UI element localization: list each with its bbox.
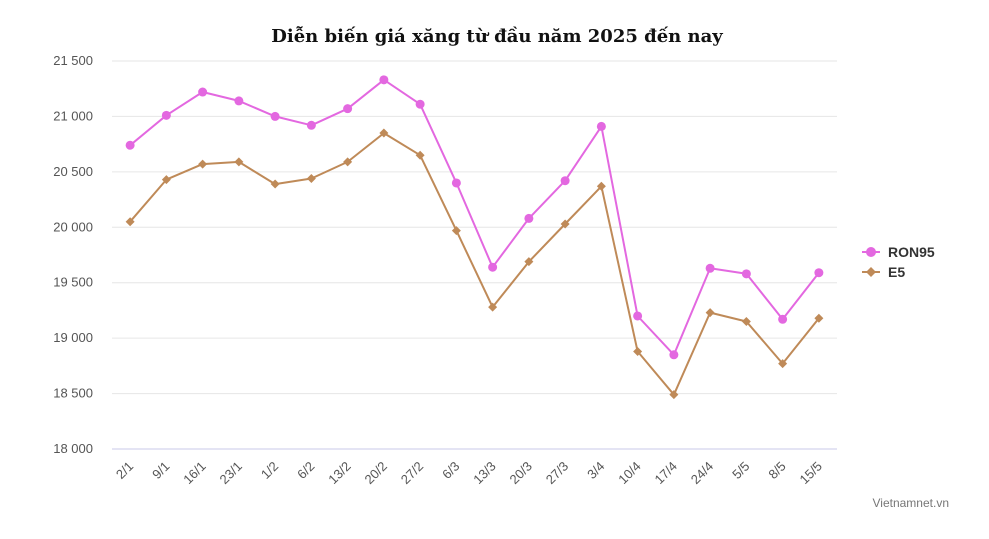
y-tick-label: 21 000 bbox=[53, 108, 93, 123]
x-axis-ticks: 2/1 9/1 16/1 23/1 1/2 6/2 13/2 20/2 27/2 6/3 13/3 2… bbox=[113, 459, 825, 488]
x-tick-label: 2/1 bbox=[113, 459, 136, 482]
data-point[interactable] bbox=[379, 75, 389, 85]
x-tick-label: 10/4 bbox=[615, 459, 644, 488]
data-point[interactable] bbox=[814, 268, 824, 278]
x-tick-label: 20/2 bbox=[361, 459, 390, 488]
legend-item-e5[interactable]: E5 bbox=[862, 264, 905, 280]
x-tick-label: 13/2 bbox=[325, 459, 354, 488]
y-tick-label: 20 000 bbox=[53, 219, 93, 234]
y-tick-label: 18 500 bbox=[53, 386, 93, 401]
legend-item-ron95[interactable]: RON95 bbox=[862, 244, 935, 260]
x-tick-label: 20/3 bbox=[506, 459, 535, 488]
data-point[interactable] bbox=[415, 99, 425, 109]
data-point[interactable] bbox=[125, 217, 135, 227]
data-point[interactable] bbox=[451, 178, 461, 188]
data-point[interactable] bbox=[270, 179, 280, 189]
data-point[interactable] bbox=[669, 350, 679, 360]
x-tick-label: 27/3 bbox=[543, 459, 572, 488]
data-point[interactable] bbox=[488, 302, 498, 312]
data-point[interactable] bbox=[198, 159, 208, 169]
data-point[interactable] bbox=[125, 140, 135, 150]
data-point[interactable] bbox=[343, 104, 353, 114]
data-point[interactable] bbox=[451, 226, 461, 236]
x-tick-label: 13/3 bbox=[470, 459, 499, 488]
x-tick-label: 6/2 bbox=[294, 459, 317, 482]
data-point[interactable] bbox=[234, 96, 244, 106]
data-point[interactable] bbox=[234, 157, 244, 167]
legend-label: E5 bbox=[888, 264, 905, 280]
x-tick-label: 3/4 bbox=[584, 459, 607, 482]
x-tick-label: 23/1 bbox=[216, 459, 245, 488]
data-point[interactable] bbox=[161, 175, 171, 185]
data-point[interactable] bbox=[705, 308, 715, 318]
data-point[interactable] bbox=[198, 87, 208, 97]
series-ron95 bbox=[125, 75, 824, 360]
data-point[interactable] bbox=[741, 269, 751, 279]
x-tick-label: 27/2 bbox=[398, 459, 427, 488]
y-tick-label: 19 500 bbox=[53, 275, 93, 290]
x-tick-label: 17/4 bbox=[651, 459, 680, 488]
x-tick-label: 24/4 bbox=[688, 459, 717, 488]
data-point[interactable] bbox=[741, 317, 751, 327]
grid bbox=[112, 60, 837, 450]
series-line bbox=[129, 132, 820, 396]
data-point[interactable] bbox=[379, 128, 389, 138]
y-tick-label: 21 500 bbox=[53, 53, 93, 68]
legend[interactable]: RON95 E5 bbox=[862, 244, 935, 280]
x-tick-label: 5/5 bbox=[729, 459, 752, 482]
data-point[interactable] bbox=[343, 157, 353, 167]
y-tick-label: 19 000 bbox=[53, 330, 93, 345]
data-point[interactable] bbox=[415, 150, 425, 160]
x-tick-label: 6/3 bbox=[439, 459, 462, 482]
x-tick-label: 8/5 bbox=[765, 459, 788, 482]
series-e5 bbox=[125, 128, 824, 400]
y-tick-label: 20 500 bbox=[53, 164, 93, 179]
data-point[interactable] bbox=[161, 110, 171, 120]
x-tick-label: 15/5 bbox=[796, 459, 825, 488]
data-point[interactable] bbox=[596, 181, 606, 191]
data-point[interactable] bbox=[560, 176, 570, 186]
legend-label: RON95 bbox=[888, 244, 935, 260]
data-point[interactable] bbox=[488, 262, 498, 272]
chart-title: Diễn biến giá xăng từ đầu năm 2025 đến n… bbox=[271, 25, 723, 47]
data-point[interactable] bbox=[778, 359, 788, 369]
data-point[interactable] bbox=[778, 314, 788, 324]
legend-swatch-marker bbox=[866, 247, 876, 257]
data-point[interactable] bbox=[705, 263, 715, 273]
data-point[interactable] bbox=[669, 390, 679, 400]
x-tick-label: 16/1 bbox=[180, 459, 209, 488]
y-tick-label: 18 000 bbox=[53, 441, 93, 456]
y-axis-ticks: 18 000 18 500 19 000 19 500 20 000 20 500 21 0… bbox=[53, 53, 93, 456]
data-point[interactable] bbox=[524, 257, 534, 267]
data-point[interactable] bbox=[524, 213, 534, 223]
x-tick-label: 1/2 bbox=[258, 459, 281, 482]
data-point[interactable] bbox=[560, 219, 570, 229]
data-point[interactable] bbox=[633, 311, 643, 321]
data-point[interactable] bbox=[306, 174, 316, 184]
legend-swatch-marker bbox=[866, 267, 876, 277]
data-point[interactable] bbox=[633, 346, 643, 356]
series bbox=[125, 75, 824, 400]
series-line bbox=[129, 78, 820, 356]
source-label: Vietnamnet.vn bbox=[873, 496, 950, 510]
data-point[interactable] bbox=[270, 111, 280, 121]
data-point[interactable] bbox=[306, 120, 316, 130]
data-point[interactable] bbox=[814, 313, 824, 323]
x-tick-label: 9/1 bbox=[149, 459, 172, 482]
data-point[interactable] bbox=[596, 121, 606, 131]
